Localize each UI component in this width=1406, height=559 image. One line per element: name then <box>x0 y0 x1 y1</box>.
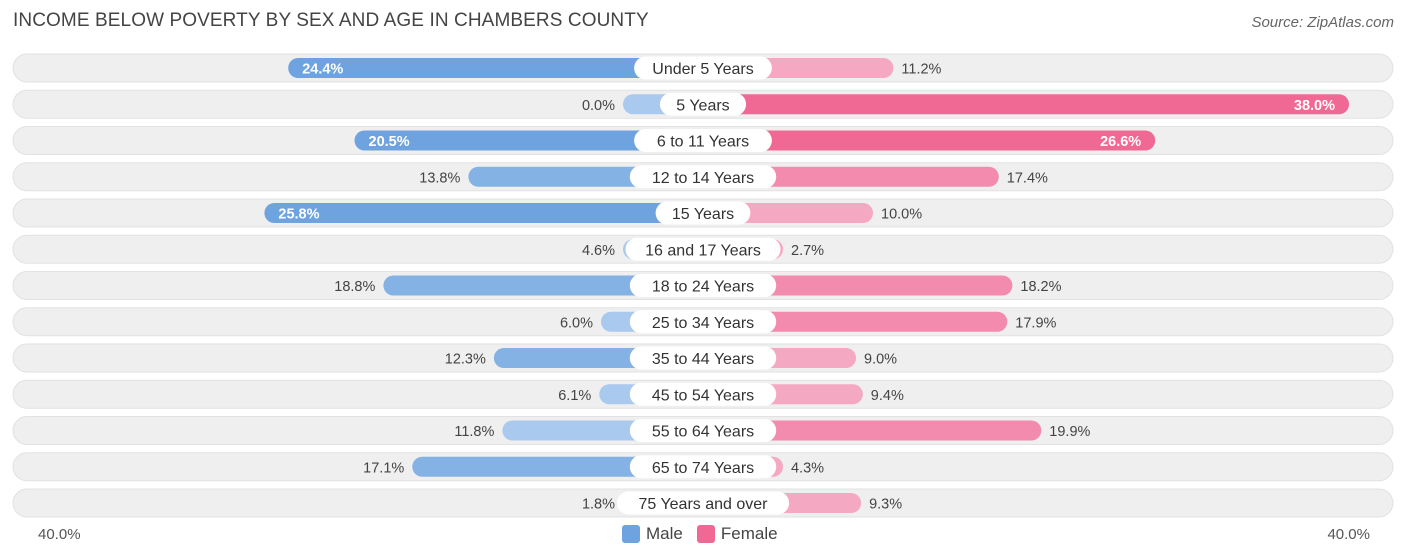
male-value-label: 1.8% <box>582 497 615 513</box>
male-value-label: 25.8% <box>278 207 319 223</box>
female-value-label: 17.4% <box>1007 170 1048 186</box>
female-value-label: 4.3% <box>791 460 824 476</box>
male-value-label: 4.6% <box>582 243 615 259</box>
axis-max-label: 40.0% <box>1327 526 1370 543</box>
male-bar <box>383 275 703 296</box>
male-bar <box>354 130 703 151</box>
source-credit: Source: ZipAtlas.com <box>1251 14 1394 31</box>
category-pill <box>629 346 777 370</box>
category-pill <box>616 491 790 515</box>
female-value-label: 2.7% <box>791 243 824 259</box>
female-bar <box>703 420 1042 441</box>
category-pill <box>629 419 777 442</box>
category-pill <box>655 201 751 225</box>
category-pill <box>629 382 777 406</box>
female-value-label: 38.0% <box>1294 98 1335 114</box>
female-bar <box>703 166 999 187</box>
male-value-label: 17.1% <box>363 460 404 476</box>
category-label: 25 to 34 Years <box>652 315 754 332</box>
bar-row: 17.1% 4.3% 65 to 74 Years <box>12 452 1394 482</box>
male-value-label: 6.0% <box>560 315 593 331</box>
male-value-label: 18.8% <box>334 279 375 295</box>
category-pill <box>634 129 772 152</box>
bar-row: 0.0% 38.0% 5 Years <box>12 89 1394 119</box>
female-bar <box>703 94 1349 115</box>
bar-row: 12.3% 9.0% 35 to 44 Years <box>12 343 1394 373</box>
legend: Male Female <box>622 524 792 544</box>
legend-male-swatch <box>622 525 640 543</box>
female-bar <box>703 275 1013 296</box>
category-pill <box>659 92 747 116</box>
male-bar <box>264 203 703 223</box>
legend-female-label: Female <box>720 524 778 543</box>
female-bar <box>703 311 1008 332</box>
male-value-label: 24.4% <box>302 62 343 78</box>
category-pill <box>634 56 772 80</box>
bar-row: 13.8% 17.4% 12 to 14 Years <box>12 162 1394 192</box>
category-label: 16 and 17 Years <box>645 242 761 259</box>
legend-male[interactable]: Male <box>622 524 683 544</box>
category-label: 35 to 44 Years <box>652 351 754 368</box>
bar-row: 11.8% 19.9% 55 to 64 Years <box>12 416 1394 445</box>
male-value-label: 12.3% <box>445 352 486 368</box>
female-value-label: 17.9% <box>1015 315 1056 331</box>
category-label: 18 to 24 Years <box>652 279 754 296</box>
bar-row: 6.0% 17.9% 25 to 34 Years <box>12 307 1394 337</box>
male-bar <box>412 456 703 477</box>
category-pill <box>629 274 777 297</box>
female-value-label: 9.3% <box>869 497 902 513</box>
bar-row: 4.6% 2.7% 16 and 17 Years <box>12 234 1394 264</box>
diverging-bar-chart: 24.4% 11.2% Under 5 Years 0.0% 38.0% 5 Years 2… <box>12 53 1394 518</box>
category-label: 6 to 11 Years <box>657 134 749 151</box>
category-label: 15 Years <box>672 206 734 223</box>
category-label: 45 to 54 Years <box>652 387 754 404</box>
male-value-label: 6.1% <box>558 388 591 404</box>
bar-row: 25.8% 10.0% 15 Years <box>12 198 1394 228</box>
female-value-label: 9.0% <box>864 352 897 368</box>
female-value-label: 18.2% <box>1020 279 1061 295</box>
female-value-label: 9.4% <box>871 388 904 404</box>
category-pill <box>629 165 777 189</box>
category-label: 55 to 64 Years <box>652 424 754 441</box>
female-value-label: 10.0% <box>881 207 922 223</box>
category-label: 12 to 14 Years <box>652 170 754 187</box>
category-label: 65 to 74 Years <box>652 460 754 477</box>
male-bar <box>288 58 703 78</box>
female-value-label: 19.9% <box>1049 424 1090 440</box>
bar-row: 20.5% 26.6% 6 to 11 Years <box>12 126 1394 155</box>
category-label: 5 Years <box>676 97 729 114</box>
male-value-label: 11.8% <box>454 424 494 440</box>
female-bar <box>703 130 1156 151</box>
female-value-label: 26.6% <box>1100 134 1141 150</box>
female-value-label: 11.2% <box>901 62 941 78</box>
category-label: Under 5 Years <box>652 61 753 78</box>
category-pill <box>629 455 777 479</box>
bar-row: 18.8% 18.2% 18 to 24 Years <box>12 271 1394 300</box>
chart-title: INCOME BELOW POVERTY BY SEX AND AGE IN C… <box>13 10 649 31</box>
bar-row: 1.8% 9.3% 75 Years and over <box>12 488 1394 518</box>
male-value-label: 0.0% <box>582 98 615 114</box>
category-pill <box>625 237 781 261</box>
bar-row: 6.1% 9.4% 45 to 54 Years <box>12 379 1394 409</box>
category-pill <box>629 310 777 334</box>
male-value-label: 20.5% <box>369 134 410 150</box>
legend-male-label: Male <box>646 524 683 543</box>
bar-row: 24.4% 11.2% Under 5 Years <box>12 53 1394 83</box>
category-label: 75 Years and over <box>639 496 769 513</box>
legend-female-swatch <box>696 525 715 543</box>
axis-min-label: 40.0% <box>38 526 81 543</box>
male-value-label: 13.8% <box>419 170 460 186</box>
legend-female[interactable]: Female <box>696 524 778 544</box>
